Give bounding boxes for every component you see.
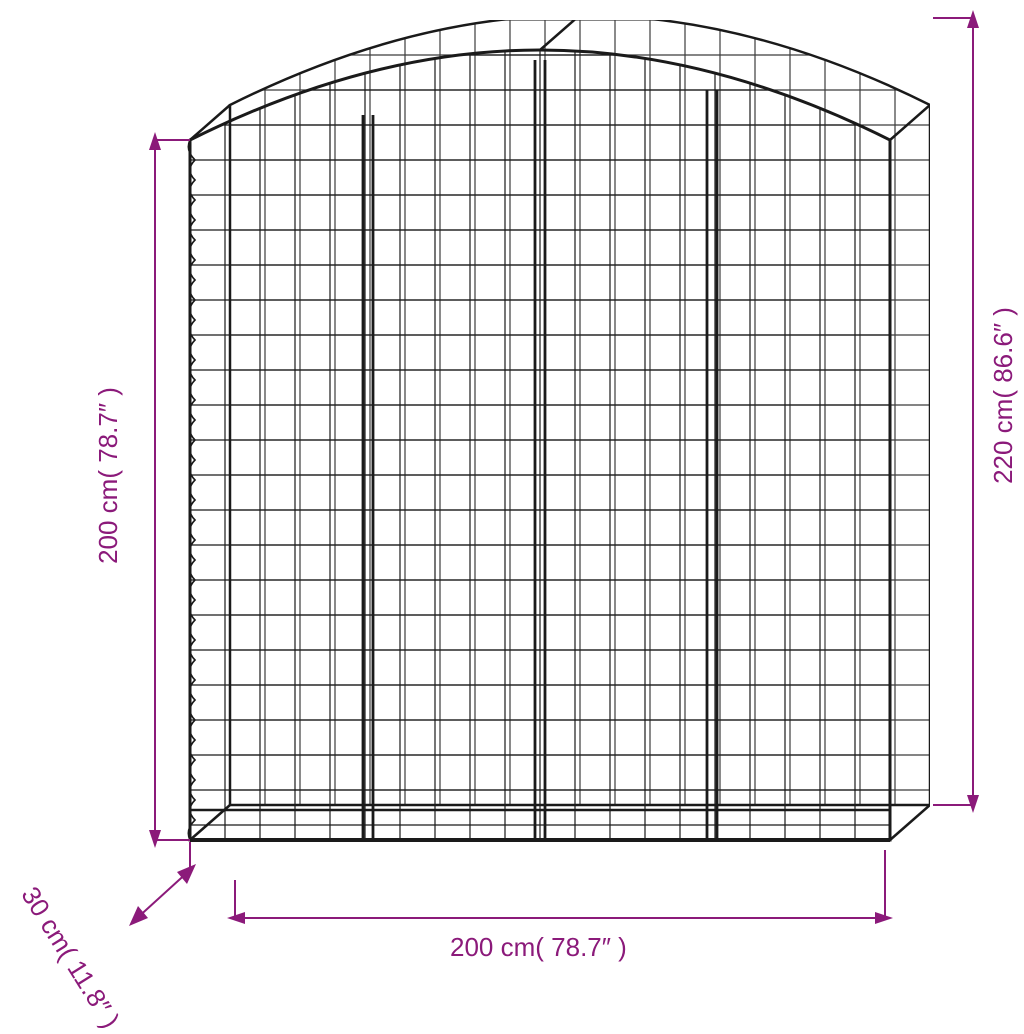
diagram-canvas: 200 cm( 78.7″ ) 220 cm( 86.6″ ) 200 cm( … [0, 0, 1024, 1024]
label-height-right: 220 cm( 86.6″ ) [988, 307, 1019, 484]
dimension-lines [0, 0, 1024, 1024]
label-height-left: 200 cm( 78.7″ ) [93, 387, 124, 564]
label-width: 200 cm( 78.7″ ) [450, 932, 627, 963]
